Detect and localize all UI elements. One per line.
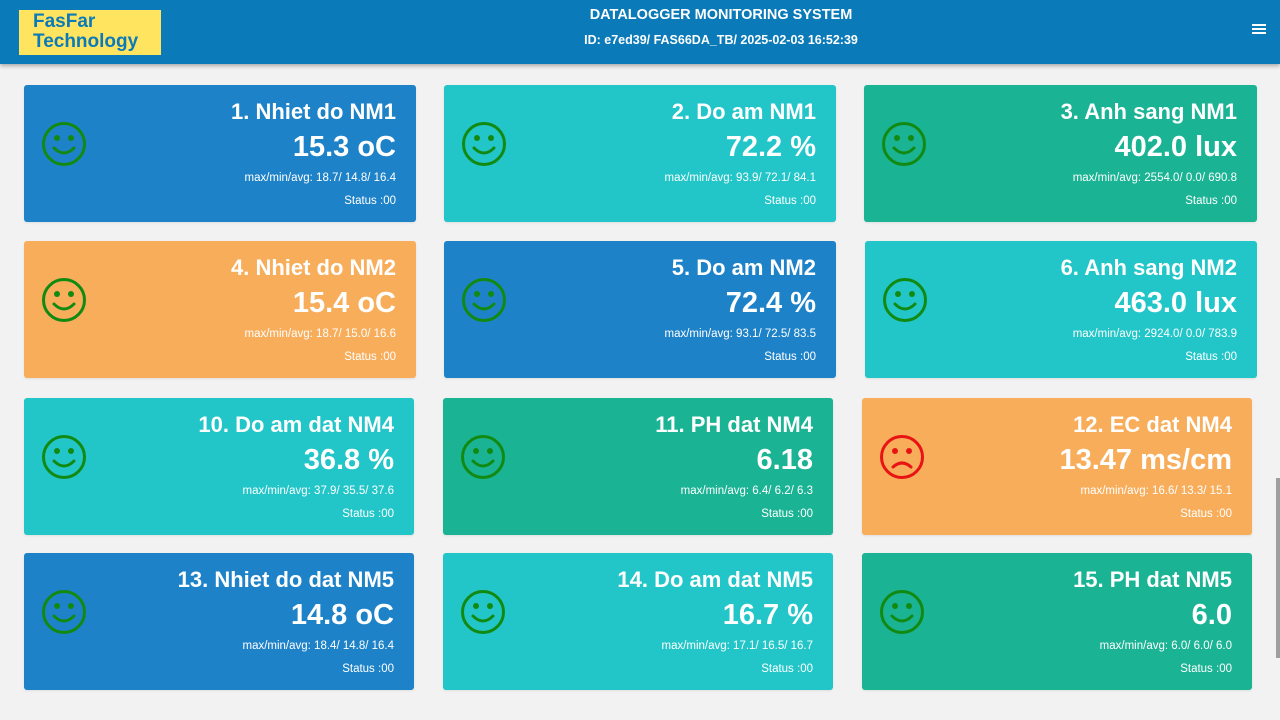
sensor-value: 6.0 [1191, 599, 1232, 631]
sensor-value: 6.18 [756, 444, 813, 476]
sensor-value: 72.2 % [725, 131, 816, 163]
sensor-value: 13.47 ms/cm [1059, 444, 1232, 476]
happy-face-icon [41, 434, 87, 480]
sad-face-icon [879, 434, 925, 480]
sensor-max-min-avg: max/min/avg: 6.4/ 6.2/ 6.3 [680, 485, 813, 497]
sensor-name: 1. Nhiet do NM1 [230, 99, 396, 124]
sensor-card[interactable]: 5. Do am NM2 72.4 % max/min/avg: 93.1/ 72.… [444, 241, 836, 378]
sensor-name: 5. Do am NM2 [671, 255, 816, 280]
sensor-max-min-avg: max/min/avg: 37.9/ 35.5/ 37.6 [242, 485, 394, 497]
happy-face-icon [41, 277, 87, 323]
sensor-card[interactable]: 1. Nhiet do NM1 15.3 oC max/min/avg: 18.7/… [24, 85, 416, 222]
sensor-value: 72.4 % [725, 287, 816, 319]
sensor-status: Status :00 [1185, 195, 1237, 207]
sensor-name: 15. PH dat NM5 [1073, 567, 1232, 592]
sensor-card[interactable]: 13. Nhiet do dat NM5 14.8 oC max/min/avg: … [24, 553, 414, 690]
sensor-value: 15.4 oC [292, 287, 396, 319]
happy-face-icon [882, 277, 928, 323]
sensor-name: 4. Nhiet do NM2 [230, 255, 396, 280]
happy-face-icon [881, 121, 927, 167]
sensor-value: 402.0 lux [1114, 131, 1237, 163]
sensor-status: Status :00 [342, 663, 394, 675]
sensor-status: Status :00 [344, 195, 396, 207]
sensor-card[interactable]: 10. Do am dat NM4 36.8 % max/min/avg: 37.9… [24, 398, 414, 535]
sensor-max-min-avg: max/min/avg: 93.1/ 72.5/ 83.5 [664, 328, 816, 340]
happy-face-icon [879, 589, 925, 635]
sensor-name: 2. Do am NM1 [671, 99, 816, 124]
page-title: DATALOGGER MONITORING SYSTEM [589, 7, 853, 23]
sensor-card[interactable]: 4. Nhiet do NM2 15.4 oC max/min/avg: 18.7/… [24, 241, 416, 378]
logo-line-1: FasFar [33, 11, 96, 32]
happy-face-icon [41, 121, 87, 167]
sensor-status: Status :00 [344, 351, 396, 363]
sensor-name: 14. Do am dat NM5 [617, 567, 813, 592]
sensor-name: 10. Do am dat NM4 [198, 412, 394, 437]
sensor-value: 15.3 oC [292, 131, 396, 163]
scrollbar-thumb[interactable] [1276, 478, 1280, 658]
sensor-name: 11. PH dat NM4 [655, 412, 813, 437]
sensor-max-min-avg: max/min/avg: 2924.0/ 0.0/ 783.9 [1072, 328, 1237, 340]
sensor-value: 463.0 lux [1114, 287, 1237, 319]
happy-face-icon [461, 277, 507, 323]
app-header: FasFar Technology DATALOGGER MONITORING … [0, 0, 1280, 64]
sensor-max-min-avg: max/min/avg: 6.0/ 6.0/ 6.0 [1099, 640, 1232, 652]
sensor-card[interactable]: 12. EC dat NM4 13.47 ms/cm max/min/avg: 16… [862, 398, 1252, 535]
happy-face-icon [41, 589, 87, 635]
sensor-value: 16.7 % [722, 599, 813, 631]
sensor-name: 3. Anh sang NM1 [1060, 99, 1237, 124]
sensor-card[interactable]: 3. Anh sang NM1 402.0 lux max/min/avg: 255… [864, 85, 1257, 222]
logo-line-2: Technology [33, 31, 139, 52]
device-id-timestamp: ID: e7ed39/ FAS66DA_TB/ 2025-02-03 16:52… [584, 33, 858, 47]
sensor-max-min-avg: max/min/avg: 18.4/ 14.8/ 16.4 [242, 640, 394, 652]
sensor-name: 6. Anh sang NM2 [1060, 255, 1237, 280]
sensor-max-min-avg: max/min/avg: 16.6/ 13.3/ 15.1 [1080, 485, 1232, 497]
sensor-card[interactable]: 15. PH dat NM5 6.0 max/min/avg: 6.0/ 6.0/ … [862, 553, 1252, 690]
brand-logo[interactable]: FasFar Technology [19, 10, 161, 55]
sensor-name: 12. EC dat NM4 [1073, 412, 1232, 437]
sensor-card[interactable]: 6. Anh sang NM2 463.0 lux max/min/avg: 292… [865, 241, 1257, 378]
sensor-value: 14.8 oC [290, 599, 394, 631]
sensor-status: Status :00 [761, 508, 813, 520]
sensor-card[interactable]: 2. Do am NM1 72.2 % max/min/avg: 93.9/ 72.… [444, 85, 836, 222]
happy-face-icon [460, 434, 506, 480]
menu-icon[interactable] [1252, 24, 1266, 36]
sensor-max-min-avg: max/min/avg: 17.1/ 16.5/ 16.7 [661, 640, 813, 652]
sensor-status: Status :00 [1180, 663, 1232, 675]
sensor-status: Status :00 [764, 195, 816, 207]
sensor-status: Status :00 [761, 663, 813, 675]
sensor-max-min-avg: max/min/avg: 18.7/ 15.0/ 16.6 [244, 328, 396, 340]
sensor-card[interactable]: 11. PH dat NM4 6.18 max/min/avg: 6.4/ 6.2/… [443, 398, 833, 535]
sensor-max-min-avg: max/min/avg: 2554.0/ 0.0/ 690.8 [1072, 172, 1237, 184]
sensor-status: Status :00 [342, 508, 394, 520]
sensor-max-min-avg: max/min/avg: 93.9/ 72.1/ 84.1 [664, 172, 816, 184]
sensor-status: Status :00 [1185, 351, 1237, 363]
sensor-status: Status :00 [764, 351, 816, 363]
sensor-card[interactable]: 14. Do am dat NM5 16.7 % max/min/avg: 17.1… [443, 553, 833, 690]
sensor-status: Status :00 [1180, 508, 1232, 520]
happy-face-icon [460, 589, 506, 635]
sensor-max-min-avg: max/min/avg: 18.7/ 14.8/ 16.4 [244, 172, 396, 184]
sensor-name: 13. Nhiet do dat NM5 [177, 567, 394, 592]
sensor-value: 36.8 % [303, 444, 394, 476]
happy-face-icon [461, 121, 507, 167]
